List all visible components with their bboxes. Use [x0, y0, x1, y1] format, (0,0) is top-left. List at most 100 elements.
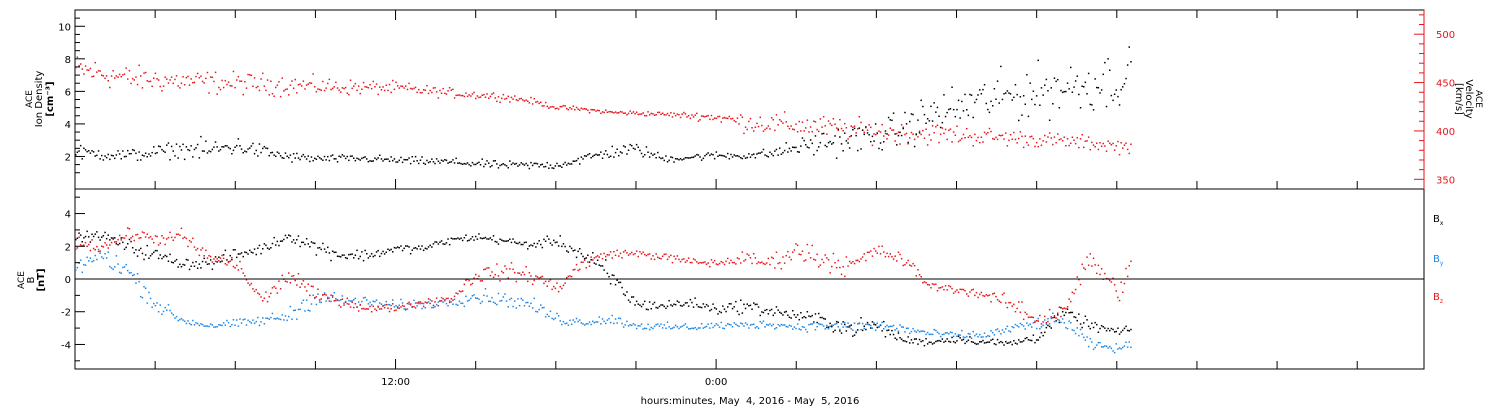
- bz-point: [247, 282, 249, 284]
- velocity-point: [496, 100, 498, 103]
- bz-point: [447, 297, 449, 300]
- by-point: [195, 322, 197, 324]
- density-point: [897, 134, 900, 137]
- by-point: [1024, 328, 1026, 330]
- density-point: [780, 153, 783, 155]
- bx-point: [824, 318, 826, 320]
- velocity-point: [314, 86, 316, 88]
- velocity-point: [710, 114, 713, 117]
- density-point: [806, 146, 809, 148]
- velocity-point: [507, 95, 509, 98]
- velocity-point: [335, 81, 337, 84]
- bz-point: [1091, 265, 1093, 267]
- bz-point: [871, 255, 874, 257]
- density-point: [486, 160, 488, 162]
- bz-point: [910, 265, 913, 267]
- bz-point: [705, 263, 708, 265]
- velocity-point: [835, 127, 838, 129]
- density-point: [819, 141, 822, 144]
- by-point: [761, 322, 763, 324]
- velocity-point: [658, 111, 661, 114]
- by-point: [239, 318, 241, 320]
- velocity-point: [793, 128, 796, 131]
- by-point: [161, 313, 163, 315]
- bz-point: [341, 298, 344, 300]
- density-point: [798, 151, 800, 153]
- by-point: [1081, 333, 1083, 335]
- by-point: [120, 272, 122, 274]
- velocity-point: [813, 120, 815, 122]
- velocity-point: [1112, 142, 1114, 145]
- velocity-point: [395, 81, 397, 84]
- density-point: [996, 80, 999, 82]
- bz-point: [382, 305, 384, 307]
- bz-point: [907, 259, 909, 262]
- density-point: [730, 153, 732, 156]
- velocity-point: [470, 95, 472, 97]
- bx-point: [447, 238, 449, 240]
- velocity-point: [1058, 138, 1061, 141]
- velocity-point: [801, 121, 804, 123]
- density-point: [475, 163, 477, 166]
- bz-point: [567, 275, 570, 278]
- density-point: [450, 161, 453, 163]
- velocity-point: [362, 81, 365, 84]
- velocity-point: [1130, 143, 1132, 145]
- bz-point: [640, 253, 643, 255]
- density-point: [694, 155, 696, 157]
- bx-point: [348, 253, 350, 256]
- bx-point: [925, 338, 927, 340]
- bx-point: [974, 342, 976, 345]
- bz-point: [962, 288, 965, 291]
- by-point: [460, 302, 462, 304]
- velocity-point: [91, 75, 93, 78]
- velocity-point: [774, 129, 776, 132]
- bz-point: [579, 268, 581, 271]
- velocity-point: [1083, 146, 1085, 149]
- bx-point: [613, 274, 615, 277]
- bx-point: [1123, 327, 1126, 330]
- velocity-point: [996, 138, 999, 141]
- velocity-point: [390, 91, 392, 94]
- velocity-point: [1107, 140, 1109, 142]
- bz-point: [873, 247, 875, 250]
- bx-point: [844, 323, 846, 326]
- bz-point: [592, 259, 594, 261]
- velocity-point: [229, 85, 231, 87]
- by-point: [221, 324, 223, 327]
- bx-point: [408, 246, 410, 248]
- by-point: [1123, 345, 1126, 347]
- bx-point: [1130, 328, 1132, 331]
- bx-point: [216, 261, 218, 263]
- density-point: [297, 157, 300, 159]
- by-point: [535, 310, 537, 313]
- velocity-point: [156, 78, 158, 80]
- bx-point: [114, 237, 116, 239]
- bx-point: [554, 241, 557, 244]
- by-point: [255, 320, 257, 323]
- by-point: [1078, 334, 1080, 337]
- by-point: [136, 273, 139, 275]
- bx-point: [1079, 323, 1082, 325]
- density-point: [457, 162, 459, 164]
- by-point: [899, 324, 901, 326]
- density-point: [104, 155, 106, 157]
- density-point: [1091, 104, 1093, 106]
- velocity-point: [107, 80, 109, 82]
- bx-point: [832, 331, 835, 333]
- legend-by: By: [1433, 254, 1444, 267]
- density-point: [1092, 109, 1095, 111]
- by-point: [375, 299, 378, 301]
- velocity-point: [1100, 145, 1103, 147]
- bx-point: [938, 339, 940, 342]
- velocity-point: [660, 113, 662, 115]
- by-point: [1026, 322, 1028, 324]
- bx-point: [97, 236, 100, 239]
- by-point: [114, 266, 116, 268]
- top-panel-points: [75, 46, 1132, 170]
- by-point: [465, 295, 467, 298]
- density-point: [1021, 114, 1023, 116]
- velocity-point: [349, 79, 352, 81]
- bz-point: [569, 275, 571, 277]
- density-point: [348, 159, 350, 162]
